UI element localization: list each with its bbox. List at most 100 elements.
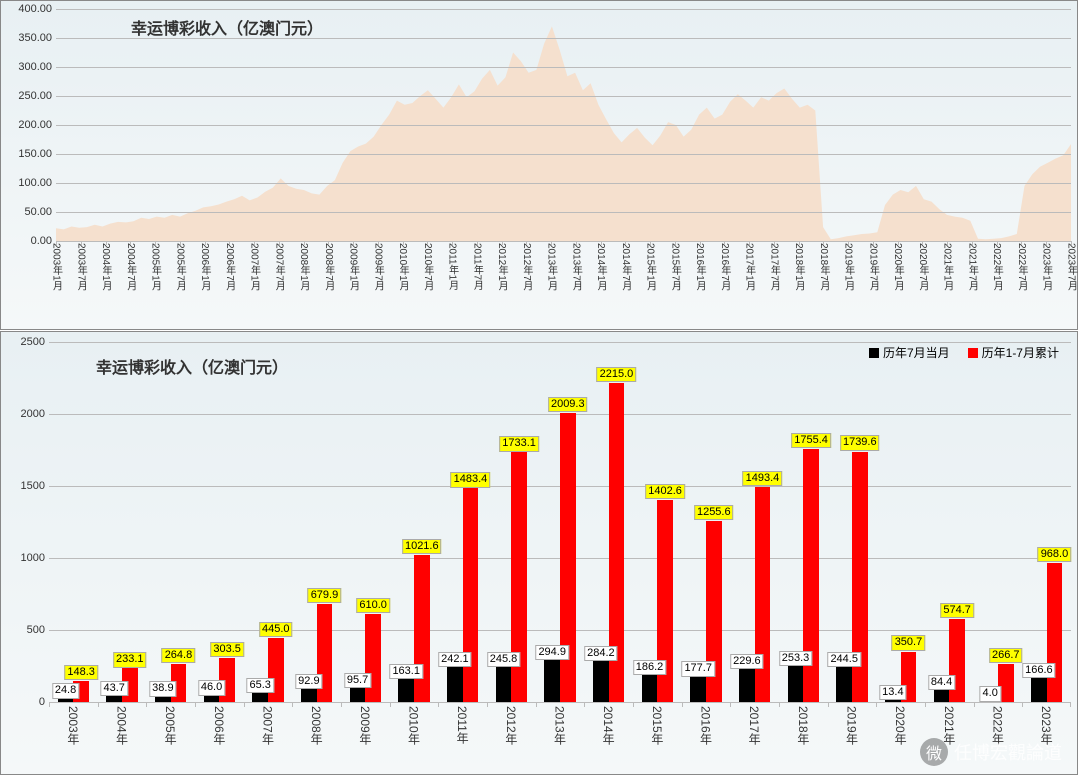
y-tick-label: 250.00 [18, 90, 52, 102]
data-label-red: 1402.6 [645, 484, 685, 499]
x-tick-mark [81, 241, 82, 245]
x-tick-label: 2015年1月 [643, 243, 658, 291]
data-label-black: 177.7 [681, 661, 715, 676]
data-label-black: 284.2 [584, 646, 618, 661]
x-tick-mark [106, 241, 107, 245]
x-tick-mark [922, 241, 923, 245]
x-tick-label: 2019年 [844, 706, 861, 745]
legend-swatch-black [869, 348, 879, 358]
x-tick-mark [972, 241, 973, 245]
x-tick-mark [438, 702, 439, 707]
x-tick-label: 2021年1月 [940, 243, 955, 291]
x-tick-mark [254, 241, 255, 245]
data-label-red: 1483.4 [451, 472, 491, 487]
bar-chart-container: 0500100015002000250024.8148.32003年43.723… [0, 331, 1078, 775]
x-tick-mark [551, 241, 552, 245]
x-tick-label: 2013年1月 [544, 243, 559, 291]
x-tick-label: 2004年7月 [123, 243, 138, 291]
x-tick-mark [848, 241, 849, 245]
x-tick-label: 2006年1月 [197, 243, 212, 291]
grid-line-h [49, 702, 1071, 703]
y-tick-label: 0 [39, 696, 45, 708]
x-tick-mark [779, 702, 780, 707]
data-label-black: 244.5 [827, 652, 861, 667]
y-tick-label: 1500 [21, 480, 45, 492]
bar-black [350, 688, 366, 702]
data-label-black: 163.1 [389, 664, 423, 679]
x-tick-label: 2018年7月 [816, 243, 831, 291]
bar-red [365, 614, 381, 702]
x-tick-mark [304, 241, 305, 245]
data-label-red: 574.7 [940, 603, 974, 618]
x-tick-label: 2005年 [162, 706, 179, 745]
x-tick-mark [56, 241, 57, 245]
bar-black [1031, 678, 1047, 702]
x-tick-label: 2011年7月 [469, 243, 484, 290]
watermark: 微 任博宏觀論道 [920, 738, 1062, 766]
x-tick-label: 2006年 [211, 706, 228, 745]
legend-item-black: 历年7月当月 [869, 344, 950, 361]
x-tick-label: 2019年7月 [865, 243, 880, 291]
x-tick-label: 2015年 [649, 706, 666, 745]
x-tick-label: 2016年1月 [692, 243, 707, 291]
x-tick-label: 2015年7月 [667, 243, 682, 291]
data-label-black: 229.6 [730, 654, 764, 669]
x-tick-label: 2014年7月 [618, 243, 633, 291]
grid-line-h [56, 125, 1071, 126]
x-tick-label: 2009年1月 [346, 243, 361, 291]
x-tick-mark [292, 702, 293, 707]
x-tick-label: 2012年1月 [494, 243, 509, 291]
bar-red [1047, 563, 1063, 702]
x-tick-label: 2023年7月 [1064, 243, 1079, 291]
y-tick-label: 50.00 [24, 206, 52, 218]
x-tick-label: 2021年7月 [964, 243, 979, 291]
x-tick-label: 2022年1月 [989, 243, 1004, 291]
grid-line-h [56, 96, 1071, 97]
x-tick-mark [1021, 241, 1022, 245]
x-tick-mark [195, 702, 196, 707]
data-label-red: 264.8 [162, 648, 196, 663]
x-tick-mark [633, 702, 634, 707]
bar-black [885, 700, 901, 702]
x-tick-label: 2020年 [892, 706, 909, 745]
bar-black [204, 695, 220, 702]
x-tick-mark [724, 241, 725, 245]
bar-black [690, 676, 706, 702]
x-tick-mark [390, 702, 391, 707]
data-label-black: 166.6 [1022, 663, 1056, 678]
x-tick-mark [1046, 241, 1047, 245]
x-tick-mark [675, 241, 676, 245]
x-tick-mark [328, 241, 329, 245]
bar-red [755, 487, 771, 702]
bar-chart-title: 幸运博彩收入（亿澳门元） [96, 354, 288, 378]
x-tick-label: 2014年1月 [593, 243, 608, 291]
x-tick-mark [180, 241, 181, 245]
x-tick-mark [974, 702, 975, 707]
x-tick-mark [536, 702, 537, 707]
bar-black [106, 696, 122, 702]
area-series [56, 26, 1071, 241]
x-tick-label: 2004年1月 [98, 243, 113, 291]
data-label-red: 1739.6 [840, 435, 880, 450]
x-tick-mark [341, 702, 342, 707]
x-tick-label: 2017年7月 [766, 243, 781, 291]
x-tick-mark [876, 702, 877, 707]
x-tick-label: 2020年1月 [890, 243, 905, 291]
x-tick-label: 2018年1月 [791, 243, 806, 291]
bar-black [301, 689, 317, 702]
data-label-red: 1755.4 [791, 433, 831, 448]
x-tick-label: 2013年 [552, 706, 569, 745]
x-tick-mark [205, 241, 206, 245]
x-tick-label: 2013年7月 [568, 243, 583, 291]
data-label-red: 266.7 [989, 648, 1023, 663]
x-tick-mark [452, 241, 453, 245]
x-tick-label: 2008年7月 [321, 243, 336, 291]
data-label-black: 65.3 [246, 678, 273, 693]
bar-black [544, 660, 560, 702]
data-label-red: 1255.6 [694, 505, 734, 520]
data-label-black: 242.1 [438, 652, 472, 667]
area-chart-title: 幸运博彩收入（亿澳门元） [131, 15, 323, 39]
x-tick-mark [244, 702, 245, 707]
y-tick-label: 200.00 [18, 119, 52, 131]
x-tick-mark [526, 241, 527, 245]
